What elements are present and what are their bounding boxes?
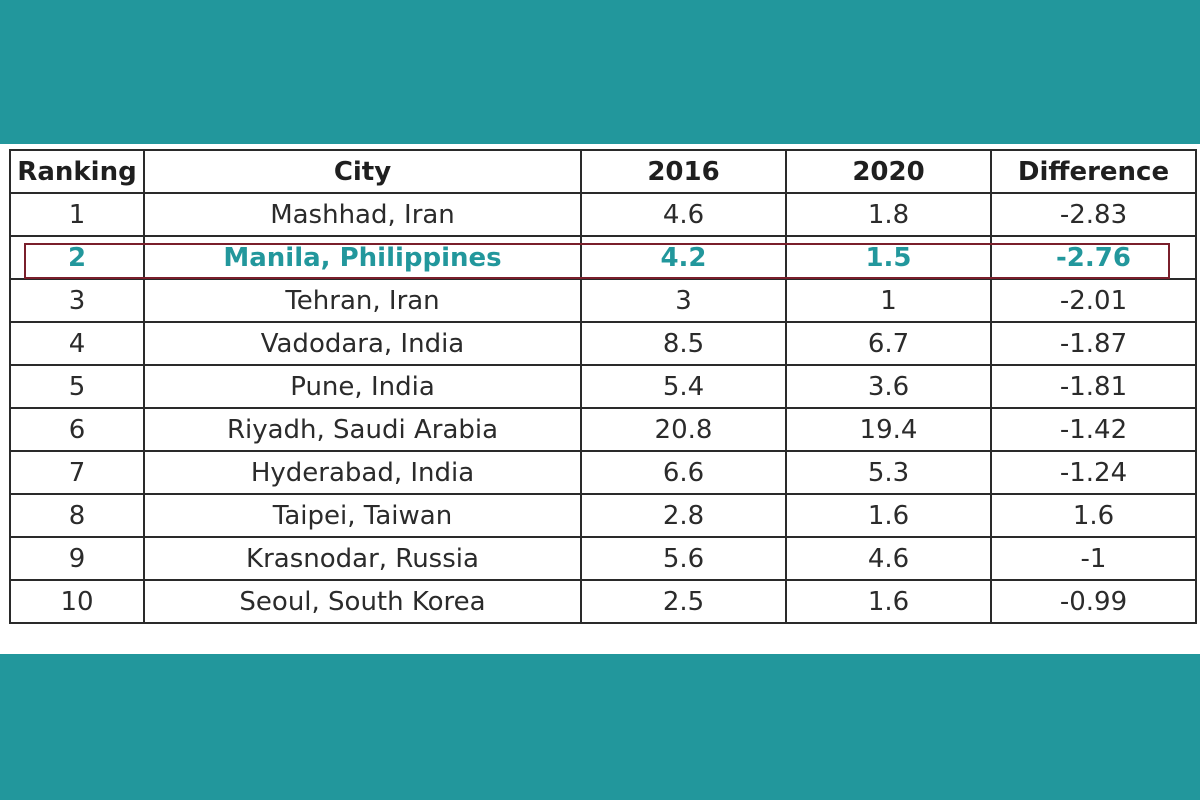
- value-2020-cell: 1.5: [785, 235, 992, 280]
- difference-cell: -1.24: [990, 450, 1197, 495]
- table-row: 4 Vadodara, India 8.5 6.7 -1.87: [9, 321, 1197, 366]
- header-city: City: [143, 149, 582, 194]
- value-2016-cell: 5.6: [580, 536, 787, 581]
- difference-cell: -1.42: [990, 407, 1197, 452]
- table-row: 1 Mashhad, Iran 4.6 1.8 -2.83: [9, 192, 1197, 237]
- table-row: 7 Hyderabad, India 6.6 5.3 -1.24: [9, 450, 1197, 495]
- city-cell: Vadodara, India: [143, 321, 582, 366]
- city-cell: Manila, Philippines: [143, 235, 582, 280]
- value-2016-cell: 3: [580, 278, 787, 323]
- value-2016-cell: 2.5: [580, 579, 787, 624]
- value-2020-cell: 1: [785, 278, 992, 323]
- difference-cell: -2.83: [990, 192, 1197, 237]
- city-cell: Hyderabad, India: [143, 450, 582, 495]
- header-2020: 2020: [785, 149, 992, 194]
- ranking-cell: 8: [9, 493, 145, 538]
- table-row: 3 Tehran, Iran 3 1 -2.01: [9, 278, 1197, 323]
- value-2016-cell: 5.4: [580, 364, 787, 409]
- header-difference: Difference: [990, 149, 1197, 194]
- difference-cell: -0.99: [990, 579, 1197, 624]
- header-2016: 2016: [580, 149, 787, 194]
- ranking-cell: 1: [9, 192, 145, 237]
- difference-cell: -2.76: [990, 235, 1197, 280]
- city-cell: Mashhad, Iran: [143, 192, 582, 237]
- table-row: 8 Taipei, Taiwan 2.8 1.6 1.6: [9, 493, 1197, 538]
- city-cell: Riyadh, Saudi Arabia: [143, 407, 582, 452]
- ranking-cell: 3: [9, 278, 145, 323]
- header-row: Ranking City 2016 2020 Difference: [9, 149, 1197, 194]
- city-cell: Tehran, Iran: [143, 278, 582, 323]
- value-2020-cell: 19.4: [785, 407, 992, 452]
- table-card: Ranking City 2016 2020 Difference 1 Mashh…: [0, 144, 1200, 654]
- value-2016-cell: 6.6: [580, 450, 787, 495]
- city-cell: Pune, India: [143, 364, 582, 409]
- difference-cell: 1.6: [990, 493, 1197, 538]
- table-row: 6 Riyadh, Saudi Arabia 20.8 19.4 -1.42: [9, 407, 1197, 452]
- ranking-table: Ranking City 2016 2020 Difference 1 Mashh…: [9, 149, 1197, 624]
- ranking-cell: 9: [9, 536, 145, 581]
- value-2016-cell: 4.2: [580, 235, 787, 280]
- value-2016-cell: 2.8: [580, 493, 787, 538]
- value-2016-cell: 8.5: [580, 321, 787, 366]
- ranking-cell: 5: [9, 364, 145, 409]
- value-2016-cell: 4.6: [580, 192, 787, 237]
- value-2020-cell: 1.6: [785, 493, 992, 538]
- difference-cell: -2.01: [990, 278, 1197, 323]
- ranking-cell: 10: [9, 579, 145, 624]
- ranking-cell: 4: [9, 321, 145, 366]
- table-body: 1 Mashhad, Iran 4.6 1.8 -2.83 2 Manila, Philip…: [9, 192, 1197, 624]
- difference-cell: -1.87: [990, 321, 1197, 366]
- ranking-cell: 2: [9, 235, 145, 280]
- value-2020-cell: 5.3: [785, 450, 992, 495]
- value-2016-cell: 20.8: [580, 407, 787, 452]
- table-row: 5 Pune, India 5.4 3.6 -1.81: [9, 364, 1197, 409]
- ranking-cell: 6: [9, 407, 145, 452]
- difference-cell: -1.81: [990, 364, 1197, 409]
- table-row: 2 Manila, Philippines 4.2 1.5 -2.76: [9, 235, 1197, 280]
- ranking-cell: 7: [9, 450, 145, 495]
- value-2020-cell: 1.8: [785, 192, 992, 237]
- city-cell: Seoul, South Korea: [143, 579, 582, 624]
- city-cell: Krasnodar, Russia: [143, 536, 582, 581]
- value-2020-cell: 4.6: [785, 536, 992, 581]
- value-2020-cell: 1.6: [785, 579, 992, 624]
- value-2020-cell: 6.7: [785, 321, 992, 366]
- table-row: 9 Krasnodar, Russia 5.6 4.6 -1: [9, 536, 1197, 581]
- header-ranking: Ranking: [9, 149, 145, 194]
- table-row: 10 Seoul, South Korea 2.5 1.6 -0.99: [9, 579, 1197, 624]
- value-2020-cell: 3.6: [785, 364, 992, 409]
- city-cell: Taipei, Taiwan: [143, 493, 582, 538]
- difference-cell: -1: [990, 536, 1197, 581]
